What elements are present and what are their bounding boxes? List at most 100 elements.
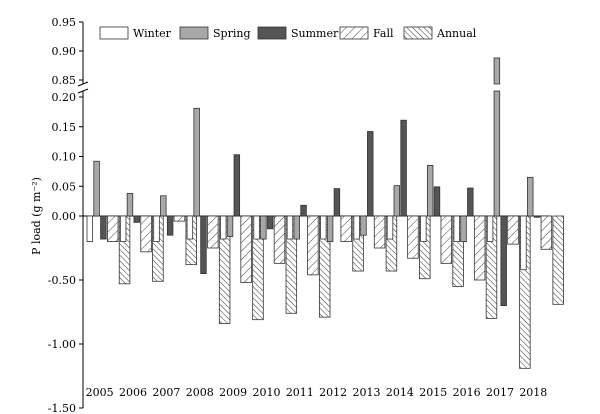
bar-spring-2012	[326, 215, 334, 243]
legend-label-summer: Summer	[291, 27, 339, 40]
x-category-label: 2012	[319, 386, 347, 399]
bar-summer-2005	[100, 215, 107, 240]
bar-winter-2007	[153, 215, 160, 243]
bar-spring-2007	[160, 195, 167, 217]
bar-summer-2015	[433, 186, 441, 217]
bar-summer-2013	[367, 131, 374, 217]
bar-fall-2010	[273, 215, 286, 264]
x-category-label: 2018	[519, 386, 547, 399]
y-tick-label: 0.90	[52, 45, 77, 58]
bar-fall-2012	[340, 215, 352, 243]
bar-fall-2006	[140, 215, 152, 253]
bar-summer-2007	[166, 215, 174, 236]
y-tick-label: 0.20	[52, 91, 77, 104]
bar-annual-2018	[552, 215, 564, 305]
y-tick-label: 0.10	[52, 151, 77, 164]
x-category-label: 2008	[186, 386, 214, 399]
legend-label-spring: Spring	[213, 27, 250, 40]
bar-summer-2009	[233, 154, 241, 217]
legend-label-winter: Winter	[133, 27, 172, 40]
bar-spring-2013	[360, 215, 367, 236]
bar-fall-2014	[407, 215, 419, 259]
bar-spring-2009	[226, 215, 234, 237]
bar-summer-2011	[300, 204, 307, 217]
bar-spring-2018	[527, 176, 534, 217]
x-category-label: 2016	[453, 386, 481, 399]
x-category-label: 2017	[486, 386, 514, 399]
bar-fall-2018	[540, 215, 553, 250]
x-category-label: 2007	[152, 386, 180, 399]
bar-spring-2008	[193, 107, 200, 217]
bar-summer-2014	[400, 119, 407, 217]
y-tick-label: -0.50	[48, 274, 76, 287]
bar-winter-2005	[86, 215, 93, 243]
bar-summer-2017	[500, 215, 507, 306]
bar-spring-2010	[260, 215, 267, 240]
axes: 0.95 0.90 0.85 0.20 0.15 0.10 0.05 0.00 -0.50 -1.…	[48, 16, 550, 414]
legend: Winter Spring Summer Fall Annual	[99, 26, 477, 40]
x-category-label: 2015	[419, 386, 447, 399]
bar-winter-2009	[220, 215, 227, 240]
bar-winter-2016	[453, 215, 460, 243]
x-category-label: 2013	[353, 386, 381, 399]
axis-break-mark	[77, 81, 89, 87]
legend-label-fall: Fall	[373, 27, 394, 40]
bar-winter-2014	[386, 215, 394, 240]
bar-winter-2011	[286, 215, 294, 240]
y-tick-label: 0.00	[52, 210, 77, 223]
bar-winter-2012	[320, 215, 327, 240]
bar-fall-2005	[107, 215, 119, 243]
y-axis-label: P load (g m⁻²)	[30, 177, 43, 255]
bar-fall-2015	[440, 215, 453, 264]
bar-fall-2011	[307, 215, 319, 276]
bar-winter-2015	[420, 215, 427, 243]
bar-winter-2018	[520, 215, 527, 271]
bar-spring-2016	[460, 215, 467, 243]
legend-label-annual: Annual	[436, 27, 477, 40]
y-tick-label: 0.15	[52, 121, 77, 134]
bar-winter-2017	[486, 215, 494, 243]
bar-winter-2008	[186, 215, 194, 240]
bar-fall-2007	[173, 215, 186, 222]
bar-spring-2011	[293, 215, 300, 240]
bar-spring-2005	[93, 160, 100, 217]
x-category-label: 2010	[252, 386, 280, 399]
x-category-label: 2006	[119, 386, 147, 399]
bar-fall-2016	[473, 215, 486, 281]
bars: 2005 2006 2007 2008 2009 2010 2011 2012 2013 2014…	[86, 57, 564, 399]
bar-summer-2008	[200, 215, 207, 274]
bar-fall-2009	[240, 215, 252, 283]
bar-spring-2014	[393, 185, 401, 217]
bar-spring-2017-upper	[493, 57, 501, 85]
bar-summer-2010	[266, 215, 274, 230]
bar-fall-2013	[373, 215, 386, 249]
y-tick-label: -1.50	[48, 402, 76, 414]
bar-fall-2008	[207, 215, 219, 249]
legend-swatch-annual	[403, 26, 433, 40]
bar-summer-2012	[333, 188, 341, 217]
x-category-label: 2005	[86, 386, 114, 399]
bar-summer-2016	[467, 187, 474, 217]
y-tick-label: 0.05	[52, 180, 77, 193]
bar-summer-2006	[133, 215, 140, 223]
bar-winter-2013	[353, 215, 360, 240]
legend-swatch-winter	[99, 26, 129, 40]
axis-break-mark	[77, 88, 89, 94]
bar-spring-2006	[126, 192, 134, 217]
bar-spring-2017	[493, 90, 501, 217]
y-tick-label: 0.85	[52, 74, 77, 87]
bar-fall-2017	[507, 215, 519, 245]
bar-summer-2018	[533, 215, 541, 218]
x-category-label: 2009	[219, 386, 247, 399]
legend-swatch-summer	[257, 26, 287, 40]
legend-swatch-fall	[339, 26, 369, 40]
bar-winter-2010	[253, 215, 260, 240]
bar-winter-2006	[119, 215, 127, 243]
y-tick-label: -1.00	[48, 338, 76, 351]
x-category-label: 2014	[386, 386, 414, 399]
y-tick-label: 0.95	[52, 16, 77, 29]
legend-swatch-spring	[179, 26, 209, 40]
bar-spring-2015	[426, 165, 434, 217]
